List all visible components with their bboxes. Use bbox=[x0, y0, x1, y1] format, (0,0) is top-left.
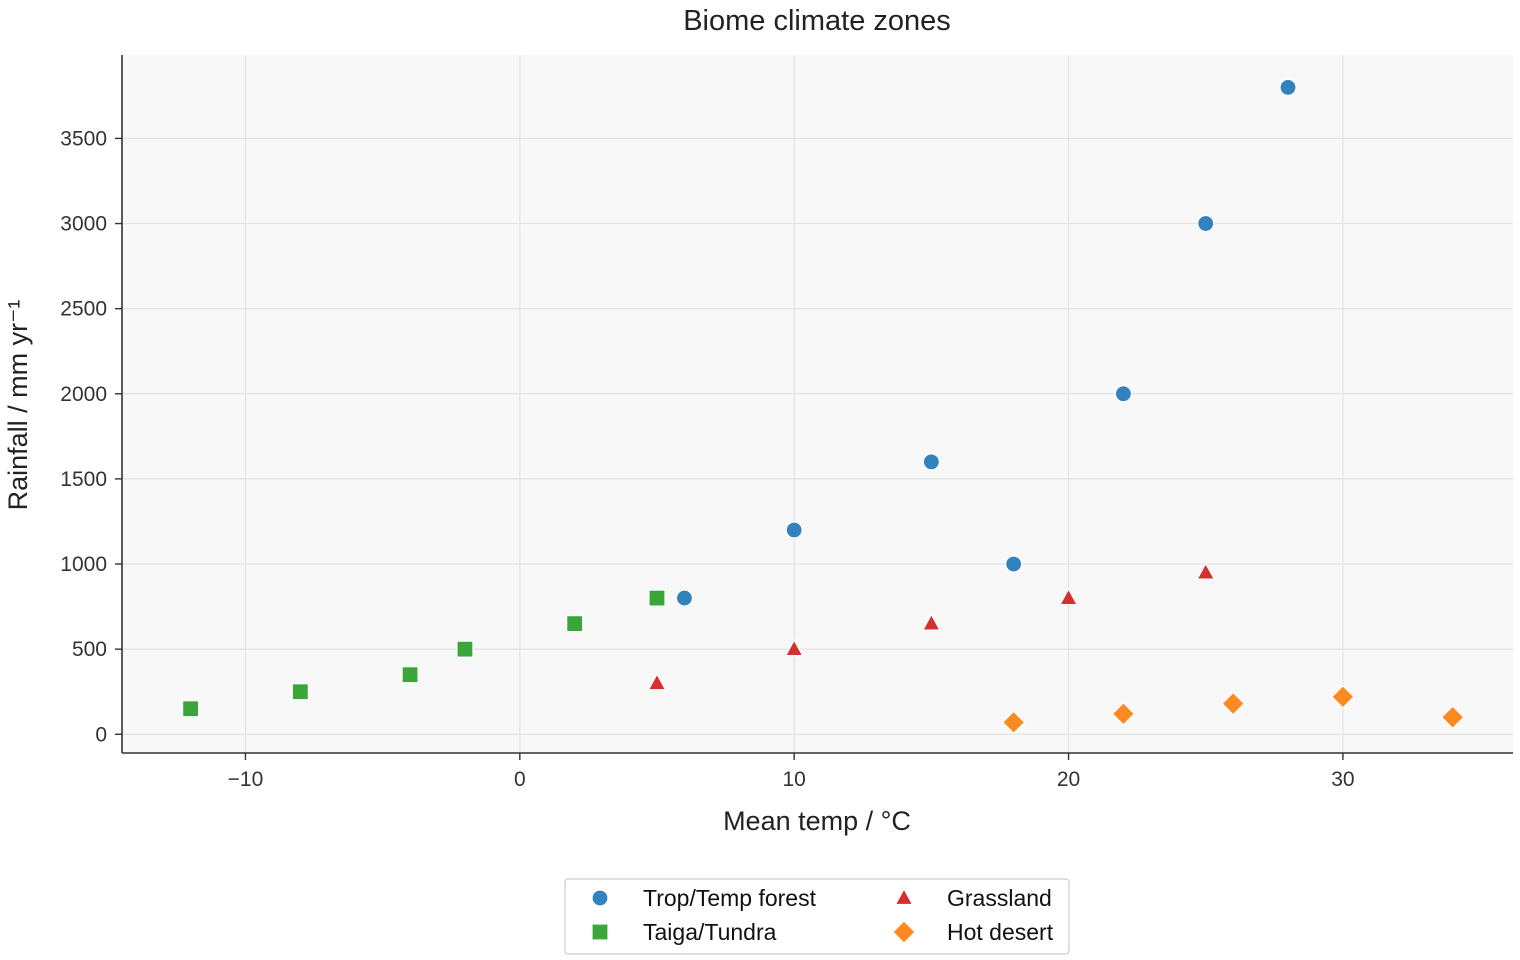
circle-data-point bbox=[922, 453, 940, 471]
x-tick-label: 0 bbox=[514, 768, 526, 791]
legend-item: Trop/Temp forest bbox=[591, 885, 817, 911]
diamond-data-point bbox=[1221, 691, 1246, 716]
circle-data-point bbox=[1005, 555, 1023, 573]
axes bbox=[121, 55, 1513, 754]
y-tick-label: 0 bbox=[95, 723, 107, 746]
circle-data-point bbox=[1114, 385, 1133, 403]
triangle-data-point bbox=[1059, 587, 1079, 606]
diamond-data-point bbox=[1331, 684, 1355, 709]
legend-item: Taiga/Tundra bbox=[591, 919, 777, 945]
circle-data-point bbox=[785, 521, 803, 539]
series-diamond bbox=[1001, 684, 1465, 735]
diamond-data-point bbox=[1440, 705, 1465, 730]
triangle-data-point bbox=[1196, 562, 1216, 580]
legend-square-icon bbox=[591, 923, 609, 941]
grid-lines bbox=[122, 55, 1513, 753]
y-tick-label: 3500 bbox=[60, 127, 107, 150]
chart-title: Biome climate zones bbox=[683, 5, 951, 37]
axis-ticks: −10 0 10 20 30 0 500 1000 1500 2000 2500 3000 3500 bbox=[60, 127, 1354, 791]
circle-data-point bbox=[675, 589, 694, 607]
y-tick-label: 2000 bbox=[60, 383, 107, 406]
legend-triangle-icon bbox=[894, 887, 914, 906]
y-tick-label: 1000 bbox=[60, 553, 107, 576]
diamond-data-point bbox=[1001, 710, 1026, 735]
legend-diamond-icon bbox=[892, 920, 916, 944]
legend-label: Grassland bbox=[947, 885, 1052, 911]
series-circle bbox=[675, 78, 1297, 607]
y-tick-label: 2500 bbox=[60, 298, 107, 321]
square-data-point bbox=[648, 589, 666, 607]
triangle-data-point bbox=[784, 638, 804, 657]
plot-background bbox=[122, 55, 1513, 753]
x-axis-title: Mean temp / °C bbox=[723, 806, 911, 836]
triangle-data-point bbox=[921, 613, 941, 631]
series-triangle bbox=[647, 562, 1216, 691]
legend: Trop/Temp forest Taiga/Tundra Grassland Hot… bbox=[564, 878, 1070, 955]
legend-item: Hot desert bbox=[892, 919, 1054, 945]
legend-circle-icon bbox=[591, 889, 609, 907]
y-axis-title: Rainfall / mm yr⁻¹ bbox=[3, 300, 33, 511]
y-tick-label: 500 bbox=[72, 638, 107, 661]
square-data-point bbox=[456, 640, 474, 658]
legend-items: Trop/Temp forest Taiga/Tundra Grassland Hot… bbox=[591, 885, 1054, 945]
square-data-point bbox=[181, 700, 200, 718]
legend-box bbox=[564, 878, 1070, 955]
x-tick-label: −10 bbox=[228, 768, 264, 791]
square-data-point bbox=[291, 683, 309, 701]
x-tick-label: 10 bbox=[782, 768, 805, 791]
legend-label: Trop/Temp forest bbox=[643, 885, 817, 911]
legend-label: Taiga/Tundra bbox=[643, 919, 777, 945]
data-points bbox=[181, 78, 1465, 735]
y-tick-label: 3000 bbox=[60, 213, 107, 236]
y-tick-label: 1500 bbox=[60, 468, 107, 491]
series-square bbox=[181, 589, 666, 718]
legend-item: Grassland bbox=[894, 885, 1052, 911]
diamond-data-point bbox=[1111, 701, 1136, 726]
x-tick-label: 30 bbox=[1331, 768, 1354, 791]
square-data-point bbox=[401, 666, 419, 684]
circle-data-point bbox=[1279, 78, 1297, 96]
legend-label: Hot desert bbox=[947, 919, 1054, 945]
square-data-point bbox=[566, 615, 584, 633]
circle-data-point bbox=[1197, 214, 1215, 233]
x-tick-label: 20 bbox=[1057, 768, 1080, 791]
triangle-data-point bbox=[647, 672, 667, 691]
